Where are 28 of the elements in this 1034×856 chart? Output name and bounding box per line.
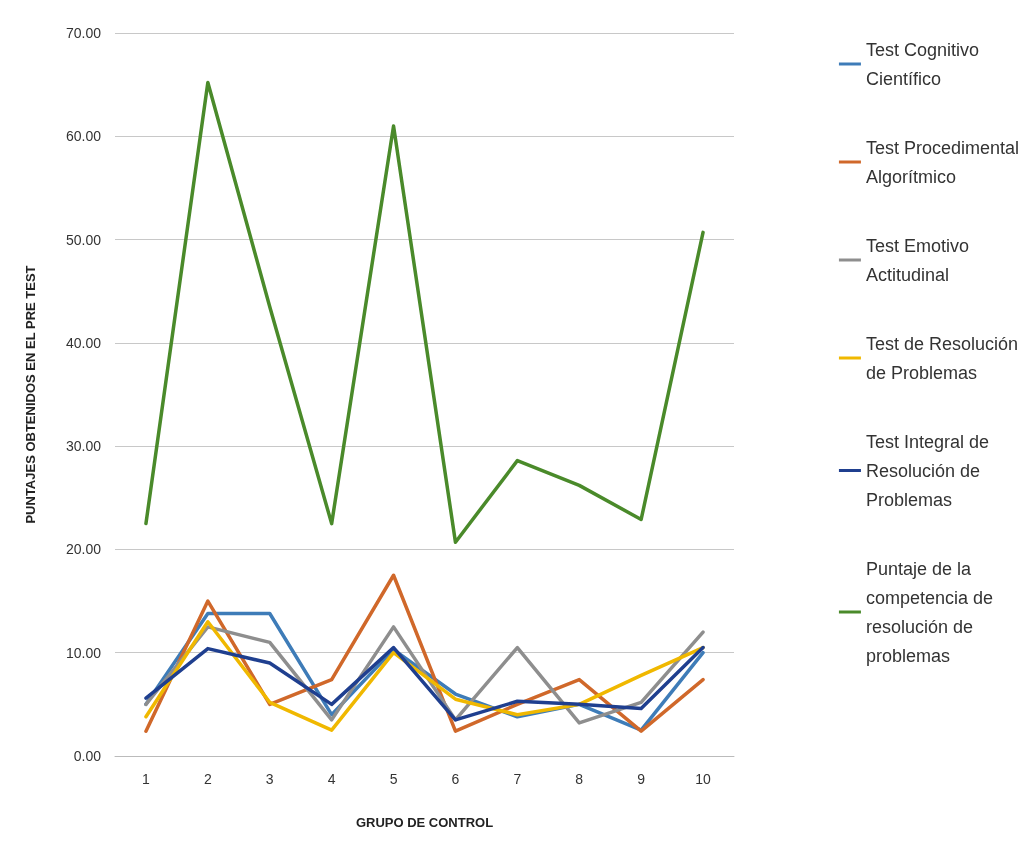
y-tick-label: 60.00 xyxy=(65,128,102,145)
x-tick-label: 6 xyxy=(451,771,460,787)
x-tick-label: 5 xyxy=(389,771,398,787)
y-tick-label: 10.00 xyxy=(65,644,102,661)
y-tick-label: 70.00 xyxy=(65,25,102,41)
legend-label: Test Procedimental Algorítmico xyxy=(865,137,1020,187)
x-axis-title: GRUPO DE CONTROL xyxy=(355,815,494,830)
x-tick-label: 2 xyxy=(203,771,212,787)
x-tick-label: 9 xyxy=(637,771,646,787)
x-tick-label: 10 xyxy=(695,771,712,787)
y-tick-label: 50.00 xyxy=(65,231,102,248)
line-series xyxy=(144,645,705,722)
legend-label: Puntaje de la competencia de resolución de problemas xyxy=(865,558,994,666)
legend-label: Test Integral de Resolución de Problemas xyxy=(865,431,990,510)
y-tick-label: 40.00 xyxy=(65,334,102,351)
x-tick-label: 3 xyxy=(265,771,274,787)
x-tick-label: 8 xyxy=(575,771,584,787)
y-axis-title: PUNTAJES OBTENIDOS EN EL PRE TEST xyxy=(23,265,38,524)
y-tick-label: 30.00 xyxy=(65,438,102,455)
legend-label: Test de Resolución de Problemas xyxy=(865,333,1019,383)
y-tick-label: 0.00 xyxy=(73,748,102,764)
legend-label: Test Emotivo Actitudinal xyxy=(865,235,969,285)
y-tick-label: 20.00 xyxy=(65,541,102,558)
x-tick-label: 1 xyxy=(142,771,151,787)
x-tick-label: 4 xyxy=(327,771,336,787)
line-series xyxy=(144,80,705,544)
legend-label: Test Cognitivo Científico xyxy=(865,39,979,89)
x-tick-label: 7 xyxy=(513,771,522,787)
